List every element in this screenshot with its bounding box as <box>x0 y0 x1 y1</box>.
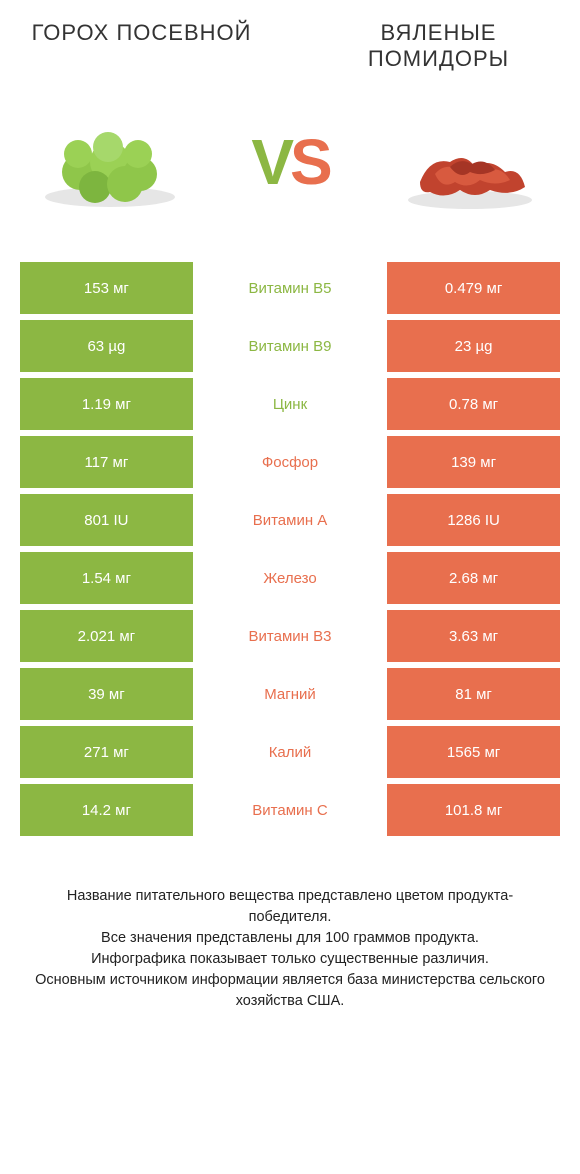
cell-nutrient-name: Витамин A <box>193 494 387 546</box>
cell-nutrient-name: Калий <box>193 726 387 778</box>
cell-right-value: 0.479 мг <box>387 262 560 314</box>
cell-right-value: 1286 IU <box>387 494 560 546</box>
table-row: 117 мгФосфор139 мг <box>20 436 560 488</box>
title-right: ВЯЛЕНЫЕ ПОМИДОРЫ <box>317 20 560 72</box>
table-row: 801 IUВитамин A1286 IU <box>20 494 560 546</box>
title-left: ГОРОХ ПОСЕВНОЙ <box>20 20 263 72</box>
footer-line: Инфографика показывает только существенн… <box>30 949 550 970</box>
vs-v: V <box>251 125 290 199</box>
cell-right-value: 2.68 мг <box>387 552 560 604</box>
cell-left-value: 117 мг <box>20 436 193 488</box>
dried-tomatoes-icon <box>390 102 550 222</box>
footer-line: Название питательного вещества представл… <box>30 886 550 928</box>
cell-left-value: 801 IU <box>20 494 193 546</box>
cell-right-value: 0.78 мг <box>387 378 560 430</box>
images-row: VS <box>20 102 560 222</box>
table-row: 271 мгКалий1565 мг <box>20 726 560 778</box>
cell-left-value: 2.021 мг <box>20 610 193 662</box>
cell-left-value: 39 мг <box>20 668 193 720</box>
cell-nutrient-name: Витамин B9 <box>193 320 387 372</box>
peas-icon <box>30 102 190 222</box>
titles-row: ГОРОХ ПОСЕВНОЙ ВЯЛЕНЫЕ ПОМИДОРЫ <box>20 20 560 72</box>
infographic-container: ГОРОХ ПОСЕВНОЙ ВЯЛЕНЫЕ ПОМИДОРЫ VS <box>0 0 580 1012</box>
table-row: 39 мгМагний81 мг <box>20 668 560 720</box>
table-row: 63 µgВитамин B923 µg <box>20 320 560 372</box>
cell-nutrient-name: Железо <box>193 552 387 604</box>
cell-nutrient-name: Витамин B3 <box>193 610 387 662</box>
cell-right-value: 101.8 мг <box>387 784 560 836</box>
cell-right-value: 139 мг <box>387 436 560 488</box>
cell-nutrient-name: Витамин C <box>193 784 387 836</box>
cell-left-value: 14.2 мг <box>20 784 193 836</box>
cell-left-value: 63 µg <box>20 320 193 372</box>
table-row: 153 мгВитамин B50.479 мг <box>20 262 560 314</box>
footer-notes: Название питательного вещества представл… <box>20 886 560 1012</box>
cell-nutrient-name: Витамин B5 <box>193 262 387 314</box>
cell-left-value: 1.54 мг <box>20 552 193 604</box>
vs-s: S <box>290 125 329 199</box>
table-row: 14.2 мгВитамин C101.8 мг <box>20 784 560 836</box>
cell-left-value: 1.19 мг <box>20 378 193 430</box>
cell-left-value: 271 мг <box>20 726 193 778</box>
cell-right-value: 81 мг <box>387 668 560 720</box>
table-row: 1.19 мгЦинк0.78 мг <box>20 378 560 430</box>
comparison-table: 153 мгВитамин B50.479 мг63 µgВитамин B92… <box>20 262 560 836</box>
footer-line: Все значения представлены для 100 граммо… <box>30 928 550 949</box>
cell-nutrient-name: Фосфор <box>193 436 387 488</box>
cell-right-value: 23 µg <box>387 320 560 372</box>
food-image-right <box>390 102 550 222</box>
table-row: 1.54 мгЖелезо2.68 мг <box>20 552 560 604</box>
vs-label: VS <box>251 125 328 199</box>
cell-right-value: 3.63 мг <box>387 610 560 662</box>
footer-line: Основным источником информации является … <box>30 970 550 1012</box>
food-image-left <box>30 102 190 222</box>
table-row: 2.021 мгВитамин B33.63 мг <box>20 610 560 662</box>
cell-nutrient-name: Магний <box>193 668 387 720</box>
cell-nutrient-name: Цинк <box>193 378 387 430</box>
cell-right-value: 1565 мг <box>387 726 560 778</box>
cell-left-value: 153 мг <box>20 262 193 314</box>
